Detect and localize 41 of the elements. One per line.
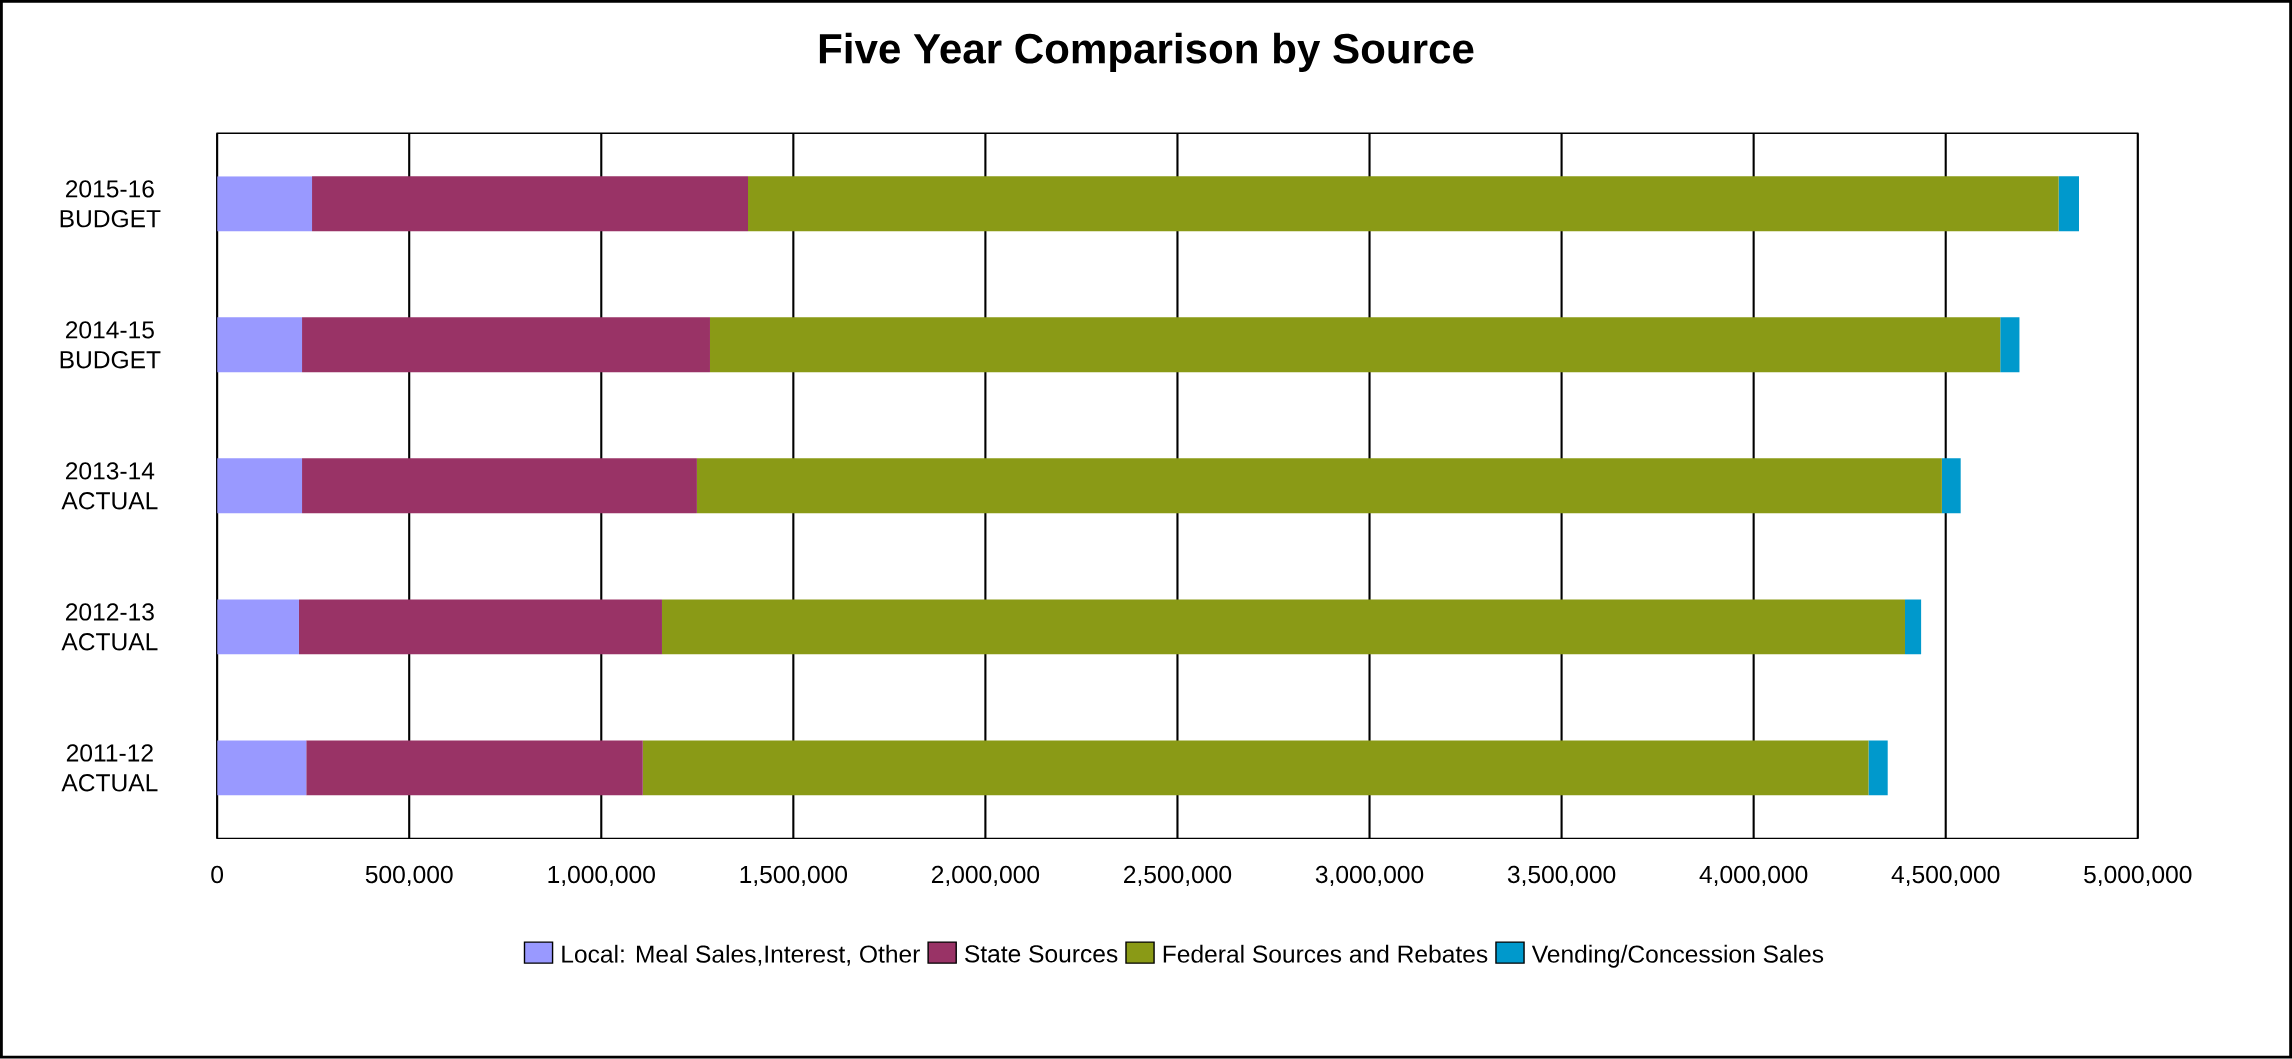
- x-tick-label: 4,000,000: [1699, 866, 1808, 887]
- bar: [696, 458, 1942, 514]
- bar: [217, 458, 303, 514]
- y-tick-label: 2011-12 ACTUAL: [61, 744, 158, 792]
- bar: [306, 740, 643, 796]
- bar: [298, 599, 662, 655]
- bar: [217, 317, 303, 373]
- bar: [302, 458, 697, 514]
- y-tick-label: 2015-16 BUDGET: [60, 180, 161, 228]
- legend-label: Vending/Concession Sales: [1531, 945, 1824, 968]
- bar: [302, 317, 710, 373]
- bar: [642, 740, 1869, 796]
- x-tick-label: 1,000,000: [548, 866, 655, 887]
- x-tick-label: 5,000,000: [2084, 866, 2192, 887]
- chart-title: Five Year Comparison by Source: [819, 32, 1474, 73]
- bar: [2000, 317, 2020, 373]
- legend-label: State Sources: [965, 945, 1118, 963]
- bar: [709, 317, 2001, 373]
- x-tick-label: 3,000,000: [1315, 866, 1424, 887]
- bar: [312, 176, 749, 232]
- bar: [661, 599, 1905, 655]
- bar: [217, 599, 299, 655]
- bar: [1941, 458, 1961, 514]
- x-tick-label: 500,000: [365, 866, 453, 887]
- legend-label: Federal Sources and Rebates: [1163, 945, 1488, 964]
- x-tick-label: 1,500,000: [740, 866, 848, 887]
- x-tick-label: 2,500,000: [1124, 866, 1232, 887]
- y-tick-label: 2013-14 ACTUAL: [61, 462, 158, 510]
- x-tick-label: 4,500,000: [1891, 866, 2000, 887]
- bar: [217, 176, 313, 232]
- y-tick-label: 2014-15 BUDGET: [60, 321, 161, 369]
- bar: [1904, 599, 1922, 655]
- bar: [2058, 176, 2079, 232]
- x-tick-label: 0: [211, 866, 224, 884]
- bar: [748, 176, 2059, 232]
- x-tick-label: 3,500,000: [1507, 866, 1616, 887]
- bar: [1868, 740, 1888, 796]
- bar: [217, 740, 307, 796]
- legend-label: Local: Meal Sales,Interest, Other: [562, 945, 920, 966]
- x-tick-label: 2,000,000: [931, 866, 1040, 887]
- y-tick-label: 2012-13 ACTUAL: [61, 603, 158, 651]
